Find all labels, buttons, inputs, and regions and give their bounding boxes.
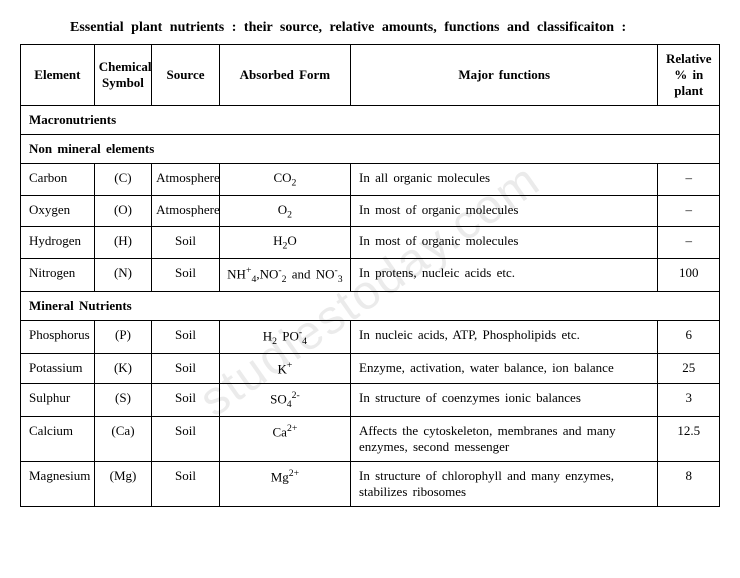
cell-relative: 100 (658, 258, 720, 291)
header-row: Element Chemical Symbol Source Absorbed … (21, 45, 720, 106)
cell-element: Sulphur (21, 383, 95, 416)
cell-functions: In structure of chlorophyll and many enz… (351, 461, 658, 506)
table-row: Sulphur (S) Soil SO42- In structure of c… (21, 383, 720, 416)
cell-absorbed: K+ (219, 353, 350, 383)
cell-source: Soil (152, 258, 220, 291)
cell-absorbed: H2 PO-4 (219, 320, 350, 353)
table-row: Hydrogen (H) Soil H2O In most of organic… (21, 227, 720, 259)
section-macronutrients: Macronutrients (21, 106, 720, 135)
cell-absorbed: SO42- (219, 383, 350, 416)
section-mineral: Mineral Nutrients (21, 291, 720, 320)
cell-functions: In nucleic acids, ATP, Phospholipids etc… (351, 320, 658, 353)
header-functions: Major functions (351, 45, 658, 106)
section-nonmineral: Non mineral elements (21, 135, 720, 164)
cell-relative: 8 (658, 461, 720, 506)
cell-functions: In structure of coenzymes ionic balances (351, 383, 658, 416)
header-relative: Relative % in plant (658, 45, 720, 106)
cell-element: Nitrogen (21, 258, 95, 291)
cell-absorbed: H2O (219, 227, 350, 259)
cell-relative: – (658, 227, 720, 259)
cell-symbol: (C) (94, 164, 151, 196)
header-absorbed: Absorbed Form (219, 45, 350, 106)
cell-element: Calcium (21, 416, 95, 461)
table-row: Potassium (K) Soil K+ Enzyme, activation… (21, 353, 720, 383)
cell-source: Soil (152, 416, 220, 461)
cell-relative: – (658, 164, 720, 196)
header-symbol: Chemical Symbol (94, 45, 151, 106)
cell-absorbed: O2 (219, 195, 350, 227)
cell-symbol: (K) (94, 353, 151, 383)
cell-source: Soil (152, 353, 220, 383)
cell-functions: In protens, nucleic acids etc. (351, 258, 658, 291)
cell-source: Soil (152, 320, 220, 353)
cell-source: Atmosphere (152, 164, 220, 196)
cell-source: Atmosphere (152, 195, 220, 227)
cell-relative: – (658, 195, 720, 227)
table-row: Oxygen (O) Atmosphere O2 In most of orga… (21, 195, 720, 227)
cell-functions: Affects the cytoskeleton, membranes and … (351, 416, 658, 461)
cell-symbol: (Ca) (94, 416, 151, 461)
cell-element: Carbon (21, 164, 95, 196)
cell-symbol: (H) (94, 227, 151, 259)
cell-element: Oxygen (21, 195, 95, 227)
cell-relative: 3 (658, 383, 720, 416)
cell-absorbed: Mg2+ (219, 461, 350, 506)
cell-absorbed: Ca2+ (219, 416, 350, 461)
page-title: Essential plant nutrients : their source… (20, 20, 720, 36)
cell-absorbed: CO2 (219, 164, 350, 196)
cell-source: Soil (152, 383, 220, 416)
header-source: Source (152, 45, 220, 106)
cell-relative: 12.5 (658, 416, 720, 461)
nutrients-table: Element Chemical Symbol Source Absorbed … (20, 44, 720, 507)
section-label: Non mineral elements (21, 135, 720, 164)
header-element: Element (21, 45, 95, 106)
table-row: Phosphorus (P) Soil H2 PO-4 In nucleic a… (21, 320, 720, 353)
table-row: Magnesium (Mg) Soil Mg2+ In structure of… (21, 461, 720, 506)
cell-functions: In most of organic molecules (351, 227, 658, 259)
cell-symbol: (P) (94, 320, 151, 353)
cell-element: Magnesium (21, 461, 95, 506)
table-row: Carbon (C) Atmosphere CO2 In all organic… (21, 164, 720, 196)
cell-absorbed: NH+4,NO-2 and NO-3 (219, 258, 350, 291)
table-row: Nitrogen (N) Soil NH+4,NO-2 and NO-3 In … (21, 258, 720, 291)
table-row: Calcium (Ca) Soil Ca2+ Affects the cytos… (21, 416, 720, 461)
cell-functions: In all organic molecules (351, 164, 658, 196)
cell-element: Phosphorus (21, 320, 95, 353)
cell-symbol: (O) (94, 195, 151, 227)
cell-functions: In most of organic molecules (351, 195, 658, 227)
cell-relative: 25 (658, 353, 720, 383)
cell-source: Soil (152, 461, 220, 506)
section-label: Macronutrients (21, 106, 720, 135)
cell-relative: 6 (658, 320, 720, 353)
cell-functions: Enzyme, activation, water balance, ion b… (351, 353, 658, 383)
cell-element: Hydrogen (21, 227, 95, 259)
cell-symbol: (Mg) (94, 461, 151, 506)
cell-source: Soil (152, 227, 220, 259)
cell-symbol: (S) (94, 383, 151, 416)
cell-element: Potassium (21, 353, 95, 383)
section-label: Mineral Nutrients (21, 291, 720, 320)
cell-symbol: (N) (94, 258, 151, 291)
